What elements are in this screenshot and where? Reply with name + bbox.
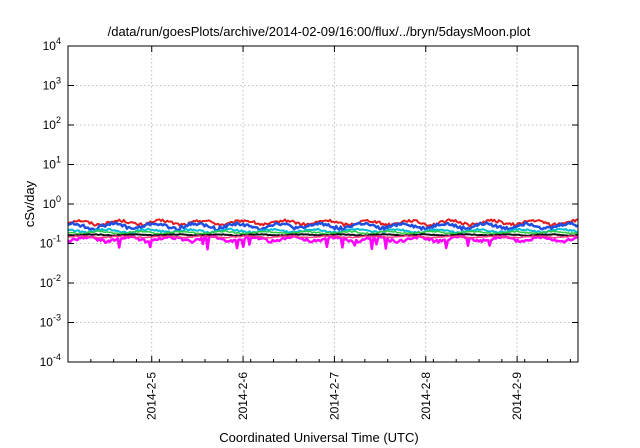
x-tick-label: 2014-2-7	[327, 372, 341, 420]
y-tick-base: 10	[43, 118, 57, 132]
y-tick-label: 101	[43, 155, 61, 172]
y-tick-label: 10-3	[40, 313, 61, 330]
x-axis: 2014-2-5 2014-2-6 2014-2-7 2014-2-8 2014-2-9	[67, 46, 571, 420]
y-tick-exponent: -1	[53, 234, 61, 244]
y-tick-exponent: 4	[56, 36, 61, 46]
series-line-1	[68, 218, 579, 228]
series-group	[67, 218, 579, 251]
series-line-4	[67, 230, 579, 236]
y-tick-exponent: -4	[53, 352, 61, 362]
x-tick-label: 2014-2-9	[510, 372, 524, 420]
y-tick-label: 103	[43, 76, 61, 93]
y-tick-base: 10	[40, 237, 54, 251]
x-tick-label: 2014-2-6	[236, 372, 250, 420]
y-tick-label: 102	[43, 115, 61, 132]
y-tick-base: 10	[43, 158, 57, 172]
y-tick-exponent: -2	[53, 273, 61, 283]
grid	[68, 46, 578, 362]
y-tick-base: 10	[40, 355, 54, 369]
y-tick-base: 10	[43, 39, 57, 53]
y-tick-exponent: 0	[56, 194, 61, 204]
y-tick-exponent: 3	[56, 76, 61, 86]
chart-title: /data/run/goesPlots/archive/2014-02-09/1…	[108, 24, 531, 39]
y-tick-exponent: 2	[56, 115, 61, 125]
y-tick-label: 104	[43, 36, 61, 53]
series-line-7	[67, 234, 579, 239]
series-line-2	[67, 221, 579, 232]
series-line-5	[67, 233, 579, 237]
x-axis-label: Coordinated Universal Time (UTC)	[219, 430, 418, 445]
y-tick-label: 10-2	[40, 273, 61, 290]
y-tick-exponent: 1	[56, 155, 61, 165]
y-tick-label: 100	[43, 194, 61, 211]
x-tick-label: 2014-2-5	[145, 372, 159, 420]
y-tick-label: 10-4	[40, 352, 61, 369]
y-tick-exponent: -3	[53, 313, 61, 323]
y-tick-base: 10	[43, 79, 57, 93]
series-line-6	[67, 234, 579, 251]
series-line-3	[67, 227, 579, 235]
y-tick-base: 10	[40, 316, 54, 330]
y-tick-base: 10	[40, 276, 54, 290]
y-tick-base: 10	[43, 197, 57, 211]
y-axis-label: cSv/day	[22, 180, 37, 227]
x-tick-label: 2014-2-8	[419, 372, 433, 420]
y-tick-label: 10-1	[40, 234, 61, 251]
